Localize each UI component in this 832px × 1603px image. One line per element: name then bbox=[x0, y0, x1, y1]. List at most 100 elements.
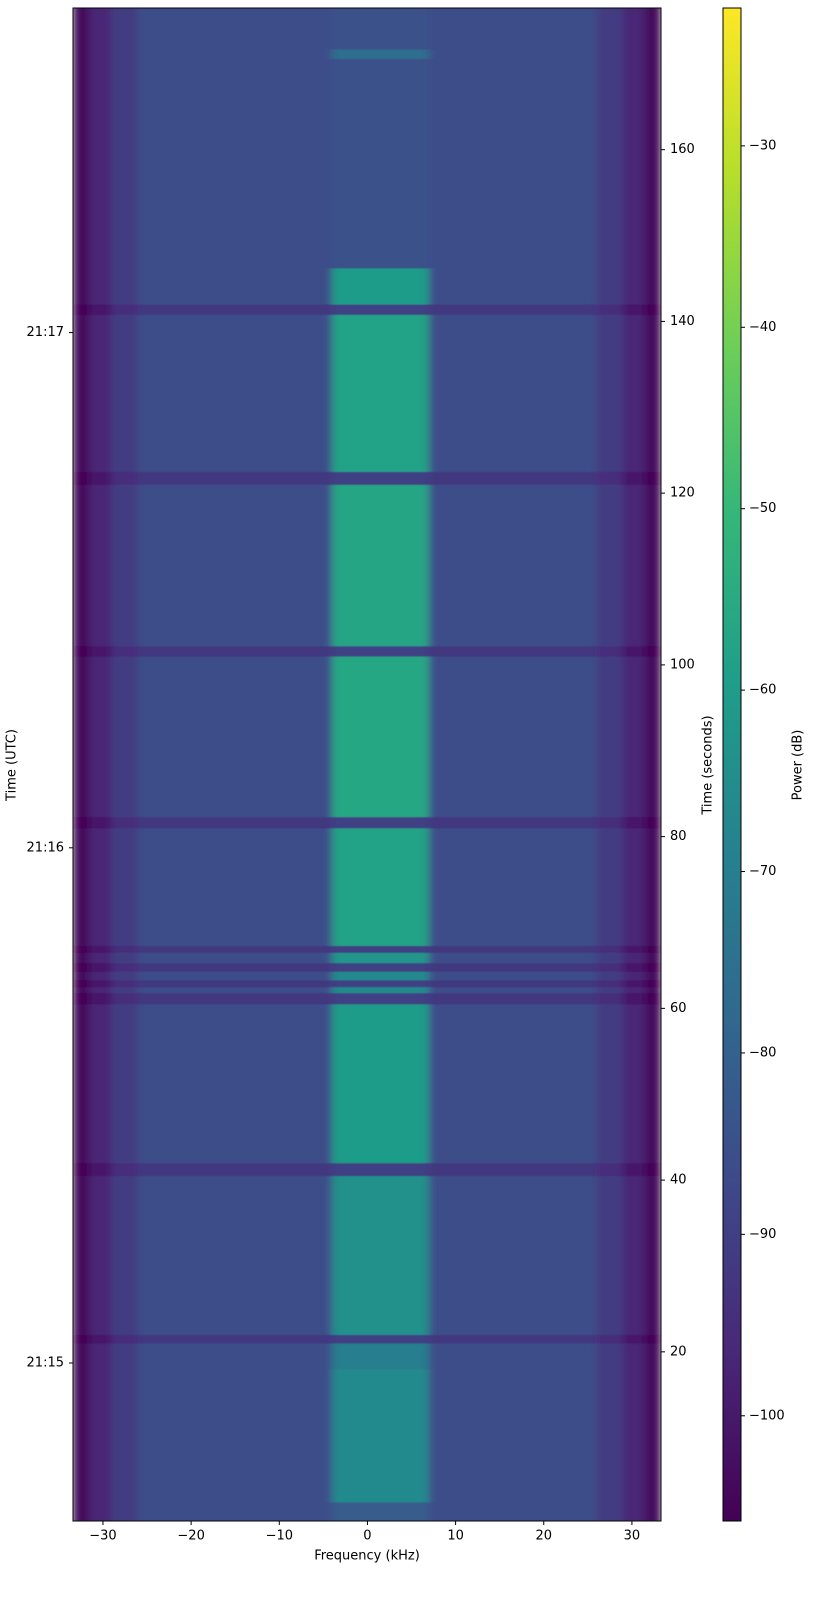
heat-cell bbox=[137, 1003, 333, 1164]
heat-cell bbox=[596, 314, 624, 472]
heat-cell bbox=[596, 827, 624, 946]
heat-cell bbox=[428, 48, 597, 59]
heat-cell bbox=[73, 58, 91, 269]
heat-cell bbox=[111, 1162, 139, 1177]
heat-cell bbox=[73, 1162, 91, 1177]
heat-cell bbox=[331, 267, 430, 305]
heat-cell bbox=[331, 992, 430, 1005]
heat-cell bbox=[644, 816, 661, 829]
heat-cell bbox=[622, 645, 646, 657]
heat-cell bbox=[111, 1501, 139, 1521]
heat-cell bbox=[622, 962, 646, 972]
heat-cell bbox=[596, 1342, 624, 1370]
heat-cell bbox=[137, 48, 333, 59]
heat-cell bbox=[331, 945, 430, 953]
heat-cell bbox=[89, 971, 113, 981]
heat-cell bbox=[331, 962, 430, 972]
heat-cell bbox=[331, 8, 430, 50]
heat-cell bbox=[137, 471, 333, 485]
heat-cell bbox=[137, 1334, 333, 1344]
heat-cell bbox=[89, 1501, 113, 1521]
heat-cell bbox=[111, 945, 139, 953]
heat-cell bbox=[428, 1342, 597, 1370]
heat-cell bbox=[137, 827, 333, 946]
heat-cell bbox=[111, 656, 139, 818]
heat-cell bbox=[644, 471, 661, 485]
heat-cell bbox=[596, 484, 624, 647]
spectrogram bbox=[73, 8, 661, 1521]
y2-tick-label: 40 bbox=[670, 1173, 687, 1188]
heat-cell bbox=[111, 992, 139, 1005]
heat-cell bbox=[644, 1334, 661, 1344]
heat-cell bbox=[331, 971, 430, 981]
heat-cell bbox=[622, 952, 646, 964]
heat-cell bbox=[331, 471, 430, 485]
x-tick-label: 0 bbox=[363, 1529, 371, 1544]
heat-cell bbox=[331, 656, 430, 818]
colorbar-tick-label: −100 bbox=[749, 1408, 785, 1423]
heat-cell bbox=[137, 979, 333, 988]
heat-cell bbox=[596, 816, 624, 829]
heat-cell bbox=[428, 1334, 597, 1344]
heat-cell bbox=[73, 267, 91, 305]
heat-cell bbox=[137, 303, 333, 315]
heat-cell bbox=[137, 8, 333, 50]
heat-cell bbox=[644, 992, 661, 1005]
x-tick-label: −30 bbox=[89, 1529, 116, 1544]
heat-cell bbox=[73, 656, 91, 818]
heat-cell bbox=[73, 945, 91, 953]
heat-cell bbox=[137, 1501, 333, 1521]
y2-tick-label: 160 bbox=[670, 142, 695, 157]
heat-cell bbox=[644, 1003, 661, 1164]
heat-cell bbox=[622, 827, 646, 946]
heat-cell bbox=[111, 971, 139, 981]
heat-cell bbox=[137, 58, 333, 269]
heat-cell bbox=[89, 48, 113, 59]
heat-cell bbox=[89, 267, 113, 305]
heat-cell bbox=[89, 979, 113, 988]
heat-cell bbox=[331, 827, 430, 946]
heat-cell bbox=[331, 1501, 430, 1521]
heat-cell bbox=[596, 979, 624, 988]
y2-tick-label: 60 bbox=[670, 1001, 687, 1016]
heat-cell bbox=[331, 816, 430, 829]
y2-tick-label: 120 bbox=[670, 486, 695, 501]
heat-cell bbox=[111, 1342, 139, 1370]
heat-cell bbox=[89, 8, 113, 50]
heat-cell bbox=[622, 314, 646, 472]
heat-cell bbox=[89, 1003, 113, 1164]
heat-cell bbox=[331, 1162, 430, 1177]
heat-cell bbox=[111, 1368, 139, 1503]
y2-tick-label: 140 bbox=[670, 314, 695, 329]
heat-cell bbox=[644, 1162, 661, 1177]
heat-cell bbox=[428, 1368, 597, 1503]
heat-cell bbox=[622, 992, 646, 1005]
x-tick-label: 10 bbox=[447, 1529, 464, 1544]
heat-cell bbox=[73, 992, 91, 1005]
colorbar bbox=[722, 7, 742, 1522]
heat-cell bbox=[331, 1368, 430, 1503]
heat-cell bbox=[644, 314, 661, 472]
heat-cell bbox=[622, 1003, 646, 1164]
heat-cell bbox=[428, 267, 597, 305]
heat-cell bbox=[331, 952, 430, 964]
heat-cell bbox=[89, 992, 113, 1005]
heat-cell bbox=[137, 1162, 333, 1177]
heat-cell bbox=[89, 816, 113, 829]
heat-cell bbox=[73, 1342, 91, 1370]
heat-cell bbox=[331, 58, 430, 269]
heat-cell bbox=[596, 303, 624, 315]
heat-cell bbox=[111, 827, 139, 946]
heat-cell bbox=[73, 971, 91, 981]
heat-cell bbox=[111, 645, 139, 657]
heat-cell bbox=[622, 1162, 646, 1177]
heat-cell bbox=[622, 471, 646, 485]
heat-cell bbox=[89, 58, 113, 269]
colorbar-tick-label: −60 bbox=[749, 683, 776, 698]
heat-cell bbox=[137, 986, 333, 994]
heat-cell bbox=[596, 971, 624, 981]
heat-cell bbox=[622, 303, 646, 315]
y-tick-label: 21:15 bbox=[27, 1356, 64, 1371]
heat-cell bbox=[137, 645, 333, 657]
heat-cell bbox=[644, 979, 661, 988]
